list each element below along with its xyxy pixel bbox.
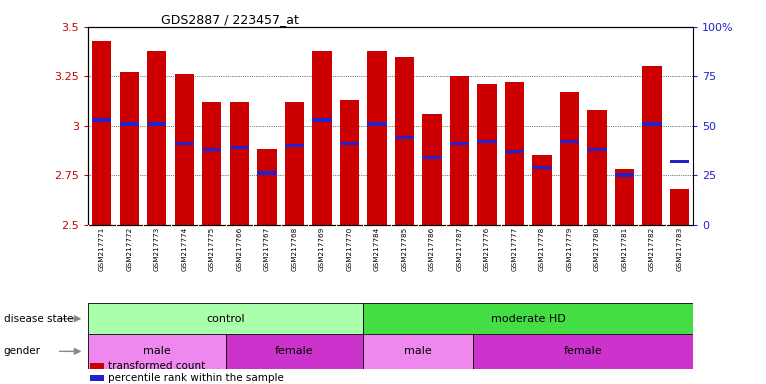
Bar [560, 140, 579, 143]
Text: GDS2887 / 223457_at: GDS2887 / 223457_at [161, 13, 299, 26]
Text: GSM217787: GSM217787 [457, 227, 463, 271]
Text: male: male [143, 346, 171, 356]
Text: GSM217769: GSM217769 [319, 227, 325, 271]
Text: GSM217783: GSM217783 [676, 227, 683, 271]
Text: disease state: disease state [4, 314, 74, 324]
Bar [450, 142, 469, 145]
Text: GSM217772: GSM217772 [126, 227, 133, 271]
Text: GSM217767: GSM217767 [264, 227, 270, 271]
Bar [422, 114, 441, 225]
Bar [643, 122, 662, 126]
Bar [477, 84, 496, 225]
Text: GSM217778: GSM217778 [539, 227, 545, 271]
Text: GSM217785: GSM217785 [401, 227, 408, 271]
Bar [367, 51, 387, 225]
Bar [532, 156, 552, 225]
Bar [119, 72, 139, 225]
Bar [505, 82, 524, 225]
Bar [473, 334, 693, 369]
Text: male: male [404, 346, 432, 356]
Bar [643, 66, 662, 225]
Bar [450, 76, 469, 225]
Text: GSM217768: GSM217768 [291, 227, 297, 271]
Text: GSM217770: GSM217770 [346, 227, 352, 271]
Bar [340, 100, 359, 225]
Bar [363, 334, 473, 369]
Bar [669, 160, 689, 163]
Bar [588, 110, 607, 225]
Bar [175, 142, 194, 145]
Bar [532, 166, 552, 169]
Text: GSM217775: GSM217775 [209, 227, 215, 271]
Text: GSM217779: GSM217779 [566, 227, 572, 271]
Bar [313, 51, 332, 225]
Bar [340, 142, 359, 145]
Bar [88, 334, 226, 369]
Bar [92, 118, 112, 122]
Bar [588, 148, 607, 151]
Bar [560, 92, 579, 225]
Bar [313, 118, 332, 122]
Bar [92, 41, 112, 225]
Text: GSM217766: GSM217766 [237, 227, 242, 271]
Bar [285, 144, 304, 147]
Bar [230, 146, 249, 149]
Bar [669, 189, 689, 225]
Bar [226, 334, 363, 369]
Bar [147, 51, 166, 225]
Bar [257, 171, 277, 175]
Bar [363, 303, 693, 334]
Text: GSM217771: GSM217771 [99, 227, 105, 271]
Text: GSM217784: GSM217784 [374, 227, 380, 271]
Bar [394, 56, 414, 225]
Bar [202, 148, 221, 151]
Bar [615, 174, 634, 177]
Bar [257, 149, 277, 225]
Text: GSM217774: GSM217774 [182, 227, 188, 271]
Bar [505, 150, 524, 153]
Bar [285, 102, 304, 225]
Text: GSM217781: GSM217781 [621, 227, 627, 271]
Text: female: female [275, 346, 314, 356]
Text: GSM217773: GSM217773 [154, 227, 160, 271]
Text: percentile rank within the sample: percentile rank within the sample [108, 373, 284, 383]
Bar [119, 122, 139, 126]
Bar [615, 169, 634, 225]
Bar [230, 102, 249, 225]
Bar [477, 140, 496, 143]
Text: GSM217780: GSM217780 [594, 227, 600, 271]
Bar [202, 102, 221, 225]
Text: GSM217777: GSM217777 [512, 227, 518, 271]
Text: GSM217786: GSM217786 [429, 227, 435, 271]
Text: GSM217776: GSM217776 [484, 227, 490, 271]
Bar [147, 122, 166, 126]
Text: female: female [564, 346, 603, 356]
Bar [367, 122, 387, 126]
Bar [422, 156, 441, 159]
Text: GSM217782: GSM217782 [649, 227, 655, 271]
Text: moderate HD: moderate HD [491, 314, 565, 324]
Bar [88, 303, 363, 334]
Text: control: control [206, 314, 245, 324]
Bar [394, 136, 414, 139]
Text: transformed count: transformed count [108, 361, 205, 371]
Text: gender: gender [4, 346, 41, 356]
Bar [175, 74, 194, 225]
